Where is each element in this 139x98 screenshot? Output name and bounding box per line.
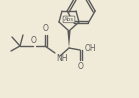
Text: O: O [43, 24, 49, 33]
Text: Abs: Abs [64, 17, 74, 22]
Text: O: O [31, 36, 37, 45]
Text: NH: NH [56, 54, 68, 63]
Polygon shape [67, 31, 71, 48]
Text: O: O [78, 62, 84, 71]
Text: OH: OH [85, 44, 97, 53]
